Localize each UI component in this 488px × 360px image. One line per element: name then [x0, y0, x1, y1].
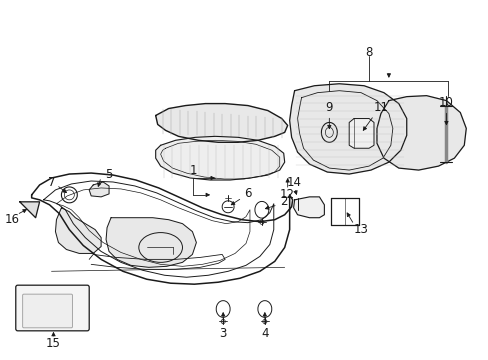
Text: 16: 16	[4, 213, 19, 226]
Text: 9: 9	[325, 101, 332, 114]
Polygon shape	[89, 182, 109, 197]
Text: 2: 2	[279, 195, 287, 208]
Text: 10: 10	[438, 96, 453, 109]
Polygon shape	[20, 202, 40, 218]
Polygon shape	[376, 96, 466, 170]
Text: 4: 4	[261, 327, 268, 340]
Text: 13: 13	[353, 223, 368, 236]
Polygon shape	[106, 218, 196, 267]
Text: 11: 11	[373, 101, 387, 114]
Text: 1: 1	[189, 163, 197, 176]
Polygon shape	[348, 118, 373, 148]
FancyBboxPatch shape	[22, 294, 72, 328]
Text: 8: 8	[365, 46, 372, 59]
Text: 3: 3	[219, 327, 226, 340]
Text: 15: 15	[46, 337, 61, 350]
Polygon shape	[155, 136, 284, 180]
Text: 6: 6	[244, 188, 251, 201]
Polygon shape	[293, 197, 324, 218]
Polygon shape	[155, 104, 287, 142]
Text: 7: 7	[48, 176, 55, 189]
Text: 14: 14	[286, 176, 302, 189]
FancyBboxPatch shape	[16, 285, 89, 331]
Polygon shape	[32, 173, 292, 284]
Polygon shape	[289, 84, 406, 174]
Text: 5: 5	[105, 167, 113, 181]
Polygon shape	[55, 208, 101, 253]
Text: 12: 12	[280, 188, 295, 201]
